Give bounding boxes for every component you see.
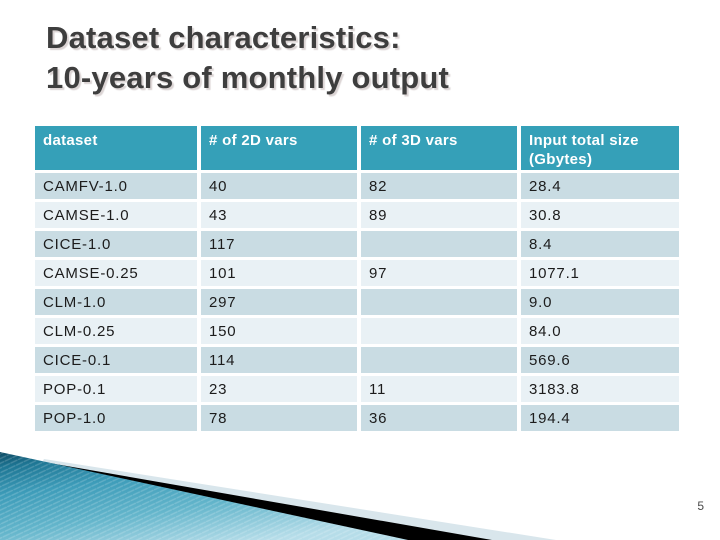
cell-size: 8.4	[521, 231, 679, 257]
cell-size: 1077.1	[521, 260, 679, 286]
cell-vars3d	[361, 289, 517, 315]
cell-vars3d: 36	[361, 405, 517, 431]
cell-dataset: CICE-0.1	[35, 347, 197, 373]
table-row: POP-1.0 78 36 194.4	[35, 405, 679, 431]
table-row: CICE-1.0 117 8.4	[35, 231, 679, 257]
wedge-teal-triangle	[0, 452, 408, 540]
cell-dataset: CAMSE-1.0	[35, 202, 197, 228]
table-row: POP-0.1 23 11 3183.8	[35, 376, 679, 402]
cell-dataset: CICE-1.0	[35, 231, 197, 257]
table-header-row: dataset # of 2D vars # of 3D vars Input …	[35, 126, 679, 170]
cell-vars3d: 11	[361, 376, 517, 402]
cell-size: 28.4	[521, 173, 679, 199]
cell-dataset: CAMSE-0.25	[35, 260, 197, 286]
cell-size: 30.8	[521, 202, 679, 228]
cell-vars2d: 114	[201, 347, 357, 373]
cell-dataset: POP-1.0	[35, 405, 197, 431]
table-row: CLM-1.0 297 9.0	[35, 289, 679, 315]
cell-size: 194.4	[521, 405, 679, 431]
table-row: CAMFV-1.0 40 82 28.4	[35, 173, 679, 199]
cell-vars2d: 117	[201, 231, 357, 257]
cell-vars3d: 89	[361, 202, 517, 228]
cell-size: 3183.8	[521, 376, 679, 402]
cell-vars2d: 78	[201, 405, 357, 431]
wedge-black-triangle	[0, 461, 492, 540]
cell-vars2d: 297	[201, 289, 357, 315]
table-row: CAMSE-1.0 43 89 30.8	[35, 202, 679, 228]
cell-vars2d: 40	[201, 173, 357, 199]
cell-vars2d: 101	[201, 260, 357, 286]
cell-vars3d	[361, 231, 517, 257]
cell-dataset: CLM-1.0	[35, 289, 197, 315]
table-row: CLM-0.25 150 84.0	[35, 318, 679, 344]
table-body: CAMFV-1.0 40 82 28.4 CAMSE-1.0 43 89 30.8 CICE-1…	[35, 173, 679, 431]
cell-vars2d: 23	[201, 376, 357, 402]
cell-vars3d: 82	[361, 173, 517, 199]
dataset-table: dataset # of 2D vars # of 3D vars Input …	[31, 123, 683, 434]
cell-dataset: POP-0.1	[35, 376, 197, 402]
column-header-dataset: dataset	[35, 126, 197, 170]
page-number: 5	[697, 499, 704, 513]
page-title: Dataset characteristics: 10-years of mon…	[46, 18, 449, 98]
cell-vars3d: 97	[361, 260, 517, 286]
table-row: CAMSE-0.25 101 97 1077.1	[35, 260, 679, 286]
cell-size: 569.6	[521, 347, 679, 373]
cell-size: 84.0	[521, 318, 679, 344]
table-row: CICE-0.1 114 569.6	[35, 347, 679, 373]
column-header-total-size: Input total size (Gbytes)	[521, 126, 679, 170]
wedge-pale-triangle	[0, 459, 556, 540]
cell-vars2d: 43	[201, 202, 357, 228]
column-header-3d-vars: # of 3D vars	[361, 126, 517, 170]
cell-vars3d	[361, 347, 517, 373]
cell-vars3d	[361, 318, 517, 344]
page-title-line-1: Dataset characteristics:	[46, 20, 401, 55]
cell-dataset: CLM-0.25	[35, 318, 197, 344]
page-title-line-2: 10-years of monthly output	[46, 60, 450, 95]
column-header-2d-vars: # of 2D vars	[201, 126, 357, 170]
wedge-teal-stripes	[0, 452, 408, 540]
cell-size: 9.0	[521, 289, 679, 315]
cell-dataset: CAMFV-1.0	[35, 173, 197, 199]
cell-vars2d: 150	[201, 318, 357, 344]
